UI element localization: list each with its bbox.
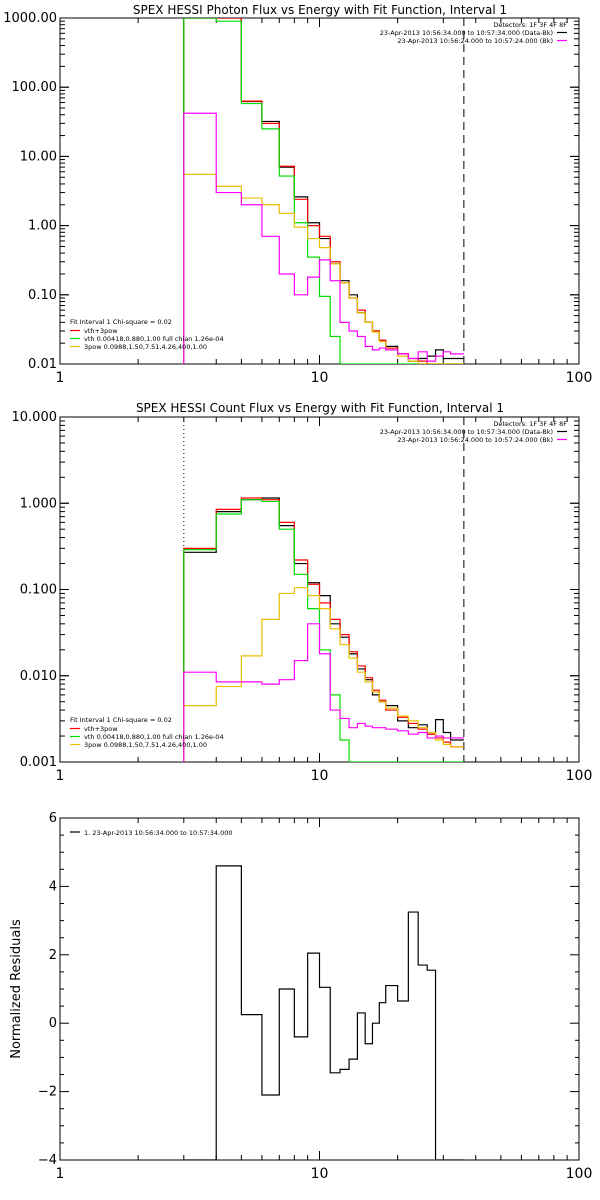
fit-legend-entry: vth+3pow (84, 725, 118, 733)
panel-1 (59, 17, 580, 365)
legend-entry: 23-Apr-2013 10:56:34.000 to 10:57:34.000… (380, 29, 553, 37)
y-tick-label: 10.000 (12, 410, 58, 425)
series-line-5 (183, 112, 464, 364)
photon-chart-title: SPEX HESSI Photon Flux vs Energy with Fi… (132, 3, 508, 17)
y-tick-label: 0.100 (20, 583, 57, 598)
series-line-1 (183, 865, 464, 1160)
panel-2 (59, 416, 580, 763)
x-tick-label: 1 (56, 768, 65, 784)
series-group (183, 497, 464, 762)
fit-legend-header: Fit Interval 1 Chi-square = 0.02 (70, 318, 172, 326)
legend-entry: 23-Apr-2013 10:56:24.000 to 10:57:24.000… (397, 37, 553, 45)
y-axis-label: Normalized Residuals (9, 919, 24, 1059)
series-line-5 (183, 623, 464, 762)
legend-header: Detectors: 1F 3F 4F 8F (493, 21, 567, 29)
series-line-2 (183, 497, 464, 762)
series-line-3 (183, 499, 464, 762)
x-tick-label: 100 (566, 370, 593, 386)
series-line-4 (183, 587, 464, 762)
axes-frame (59, 17, 580, 365)
x-tick-label: 100 (566, 1166, 593, 1182)
y-tick-label: 0.001 (20, 755, 57, 770)
count-chart-title: SPEX HESSI Count Flux vs Energy with Fit… (135, 401, 505, 415)
y-tick-label: 1.000 (20, 496, 57, 511)
x-tick-label: 1 (56, 1166, 65, 1182)
x-tick-label: 100 (566, 768, 593, 784)
series-group (183, 865, 464, 1160)
x-tick-label: 1 (56, 370, 65, 386)
x-tick-label: 10 (311, 370, 329, 386)
legend-entry: 1. 23-Apr-2013 10:56:34.000 to 10:57:34.… (84, 829, 233, 837)
fit-legend-entry: 3pow 0.0988,1.50,7.51,4.26,400,1.00 (84, 343, 207, 351)
fit-legend-entry: vth 0.00418,0.880,1.00 full chian 1.26e-… (84, 335, 224, 343)
panel-3 (59, 817, 580, 1161)
fit-legend-entry: 3pow 0.0988,1.50,7.51,4.26,400,1.00 (84, 741, 207, 749)
y-tick-label: 0 (49, 1016, 57, 1031)
legend-entry: 23-Apr-2013 10:56:34.000 to 10:57:34.000… (380, 428, 553, 436)
x-tick-label: 10 (311, 1166, 329, 1182)
y-tick-label: 0.01 (28, 357, 57, 372)
x-tick-label: 10 (311, 768, 329, 784)
legend-header: Detectors: 1F 3F 4F 8F (493, 420, 567, 428)
legend-entry: 23-Apr-2013 10:56:24.000 to 10:57:24.000… (397, 436, 553, 444)
y-tick-label: 10.00 (20, 149, 57, 164)
y-tick-label: 0.010 (20, 669, 57, 684)
y-tick-label: 6 (49, 811, 57, 826)
y-tick-label: 1000.00 (3, 11, 57, 26)
series-line-4 (183, 173, 464, 364)
fit-legend-entry: vth 0.00418,0.880,1.00 full chian 1.26e-… (84, 733, 224, 741)
series-line-2 (183, 18, 464, 364)
fit-legend-entry: vth+3pow (84, 327, 118, 335)
fit-legend-header: Fit Interval 1 Chi-square = 0.02 (70, 716, 172, 724)
y-tick-label: 100.00 (12, 80, 58, 95)
y-tick-label: −4 (38, 1153, 57, 1168)
series-line-3 (183, 18, 464, 364)
y-tick-label: 4 (49, 879, 57, 894)
axes-frame (59, 817, 580, 1161)
y-tick-label: 1.00 (28, 219, 57, 234)
y-tick-label: 0.10 (28, 288, 57, 303)
y-tick-label: 2 (49, 948, 57, 963)
series-line-1 (183, 497, 464, 762)
series-group (183, 18, 464, 364)
y-tick-label: −2 (38, 1085, 57, 1100)
series-line-1 (183, 18, 464, 364)
